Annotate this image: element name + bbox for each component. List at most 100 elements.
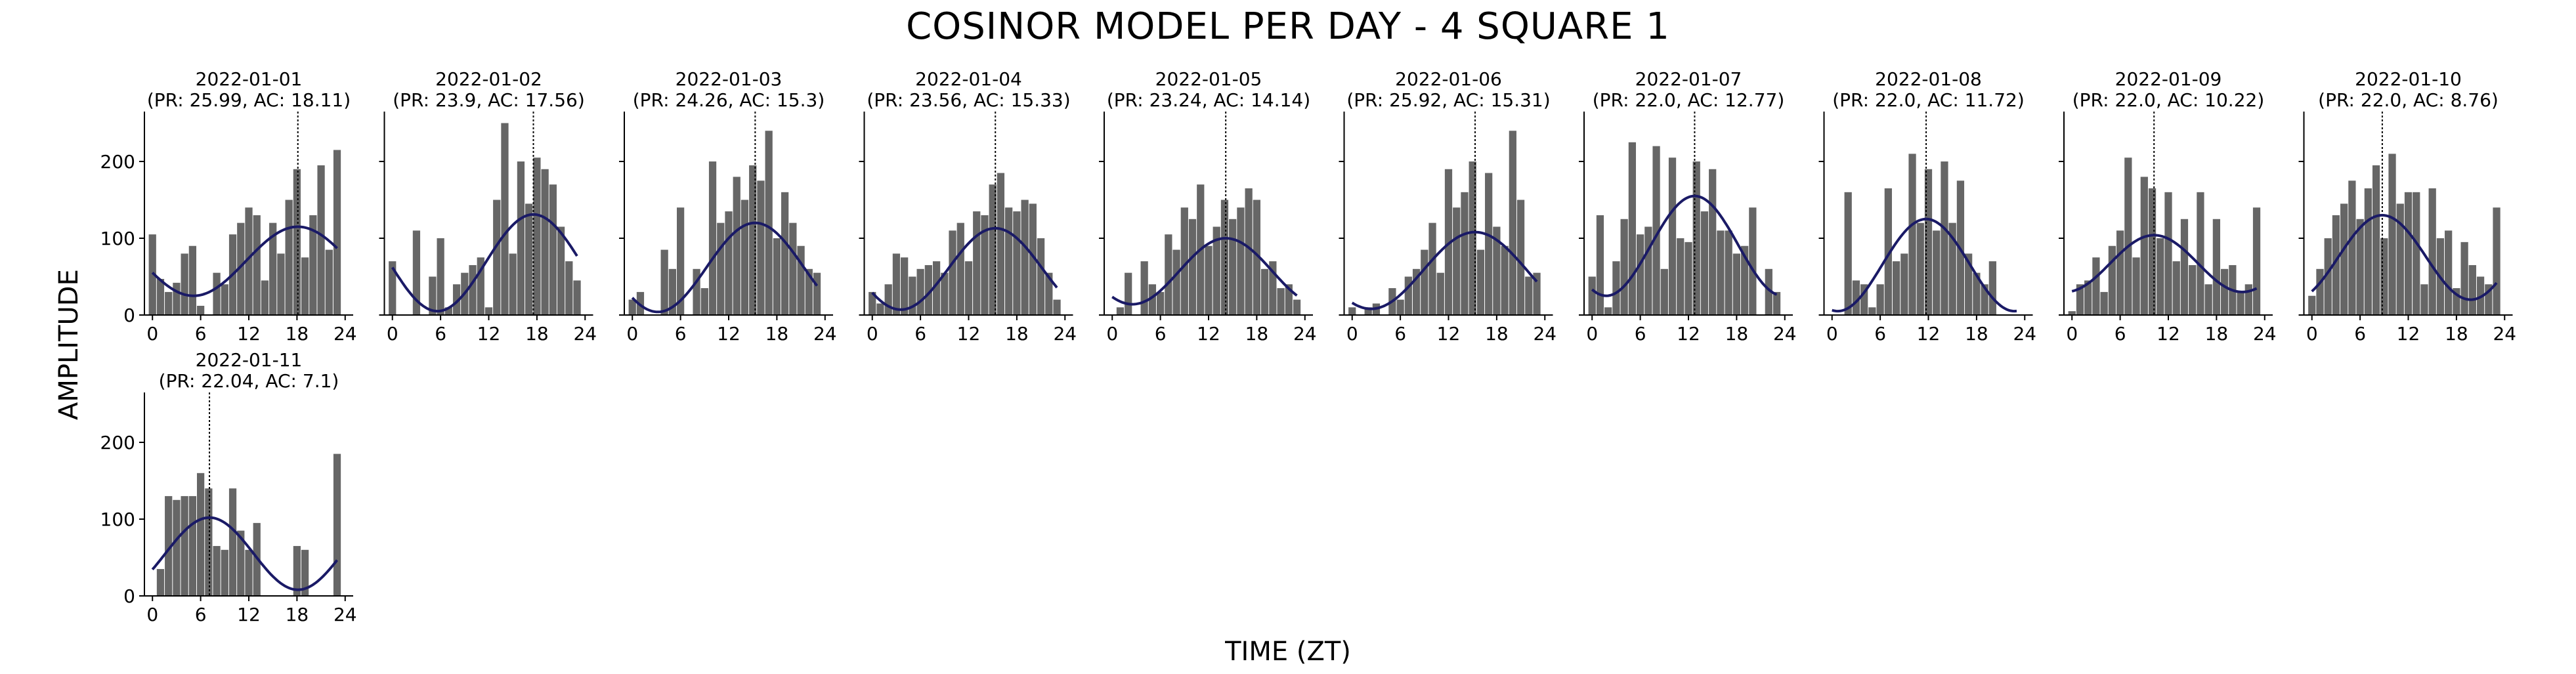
data-bar xyxy=(1876,284,1884,315)
data-bar xyxy=(700,288,708,315)
panel-date-title: 2022-01-03 xyxy=(676,68,783,90)
data-bar xyxy=(2468,264,2476,315)
data-bar xyxy=(2404,192,2413,315)
data-bar xyxy=(1677,238,1685,315)
x-axis-label: TIME (ZT) xyxy=(1225,637,1351,667)
day-panel-2022-01-08: 2022-01-08(PR: 22.0, AC: 11.72) 0 6 12 18 24 xyxy=(1818,68,2036,345)
x-tick-label: 6 xyxy=(675,323,687,345)
data-bar xyxy=(2237,291,2244,315)
data-bar xyxy=(1772,291,1781,315)
data-bar xyxy=(2493,207,2501,315)
data-bar xyxy=(2076,284,2084,315)
data-bar xyxy=(2157,238,2164,315)
x-tick-label: 12 xyxy=(1677,323,1700,345)
data-bar xyxy=(1509,131,1516,315)
data-bar xyxy=(956,222,964,315)
data-bar xyxy=(469,264,477,315)
data-bar xyxy=(693,268,700,315)
data-bar xyxy=(1029,203,1037,315)
x-tick-label: 0 xyxy=(867,323,878,345)
data-bar xyxy=(533,158,541,315)
data-bar xyxy=(1860,284,1868,315)
data-bar xyxy=(1973,272,1981,315)
data-bar xyxy=(237,222,245,315)
data-bar xyxy=(1749,207,1757,315)
panel-params-subtitle: (PR: 22.0, AC: 10.22) xyxy=(2072,89,2265,111)
panel-date-title: 2022-01-07 xyxy=(1635,68,1742,90)
day-panel-2022-01-09: 2022-01-09(PR: 22.0, AC: 10.22) 0 6 12 18 24 xyxy=(2059,68,2277,345)
cosinor-fit-curve xyxy=(2071,234,2258,293)
data-bar xyxy=(541,169,549,315)
data-bar xyxy=(2380,238,2388,315)
x-tick-label: 6 xyxy=(1394,323,1406,345)
data-bar xyxy=(1988,261,1996,315)
data-bar xyxy=(213,272,221,315)
panel-date-title: 2022-01-09 xyxy=(2115,68,2222,90)
figure-title: COSINOR MODEL PER DAY - 4 SQUARE 1 xyxy=(906,5,1670,48)
data-bar xyxy=(1533,272,1541,315)
data-bar xyxy=(2308,295,2316,315)
data-bar xyxy=(565,261,573,315)
data-bar xyxy=(1844,192,1852,315)
data-bar xyxy=(1644,226,1652,315)
data-bar xyxy=(668,268,677,315)
data-bar xyxy=(2244,284,2252,315)
data-bar xyxy=(309,215,317,315)
data-bar xyxy=(1765,268,1772,315)
data-bar xyxy=(2364,188,2372,315)
data-bar xyxy=(1453,207,1461,315)
panel-params-subtitle: (PR: 23.24, AC: 14.14) xyxy=(1107,89,1310,111)
x-tick-label: 24 xyxy=(2493,323,2516,345)
data-bar xyxy=(1668,158,1677,315)
data-bar xyxy=(477,257,484,315)
data-bar xyxy=(196,305,205,315)
data-bar xyxy=(1364,307,1372,315)
x-tick-label: 6 xyxy=(435,323,446,345)
cosinor-fit-curve xyxy=(631,221,819,314)
data-bar xyxy=(1293,299,1301,315)
data-bar xyxy=(2420,284,2428,315)
data-bar xyxy=(156,569,165,596)
data-bar xyxy=(909,276,916,315)
data-bar xyxy=(573,280,581,315)
data-bar xyxy=(237,530,245,596)
data-bar xyxy=(165,495,173,596)
data-bar xyxy=(1732,253,1741,315)
data-bar xyxy=(437,238,444,315)
x-tick-label: 6 xyxy=(1874,323,1886,345)
data-bar xyxy=(2413,192,2420,315)
data-bar xyxy=(277,253,285,315)
data-bar xyxy=(1916,222,1924,315)
panel-date-title: 2022-01-08 xyxy=(1875,68,1982,90)
data-bar xyxy=(196,473,205,596)
cosinor-fit-curve xyxy=(871,226,1058,311)
x-tick-label: 18 xyxy=(2445,323,2468,345)
data-bar xyxy=(1852,280,1860,315)
data-bar xyxy=(1652,146,1660,315)
data-bar xyxy=(1245,188,1253,315)
data-bar xyxy=(1045,272,1053,315)
x-tick-label: 24 xyxy=(573,323,597,345)
data-bar xyxy=(725,211,733,315)
data-bar xyxy=(2252,207,2261,315)
data-bar xyxy=(1180,207,1188,315)
data-bar xyxy=(293,169,301,315)
data-bar xyxy=(173,499,181,596)
x-tick-label: 0 xyxy=(1586,323,1598,345)
panel-params-subtitle: (PR: 23.9, AC: 17.56) xyxy=(393,89,585,111)
data-bar xyxy=(1444,169,1453,315)
data-bar xyxy=(261,280,269,315)
data-bar xyxy=(733,177,741,315)
data-bar xyxy=(1709,169,1717,315)
data-bar xyxy=(741,200,749,315)
x-tick-label: 12 xyxy=(717,323,741,345)
day-panel-2022-01-03: 2022-01-03(PR: 24.26, AC: 15.3) 0 6 12 18 24 xyxy=(619,68,837,345)
data-bar xyxy=(228,488,237,596)
data-bar xyxy=(221,549,228,596)
cosinor-fit-curve xyxy=(1832,217,2017,313)
data-bar xyxy=(2108,245,2116,315)
data-bar xyxy=(708,161,717,315)
data-bar xyxy=(973,211,981,315)
panel-params-subtitle: (PR: 25.92, AC: 15.31) xyxy=(1346,89,1550,111)
